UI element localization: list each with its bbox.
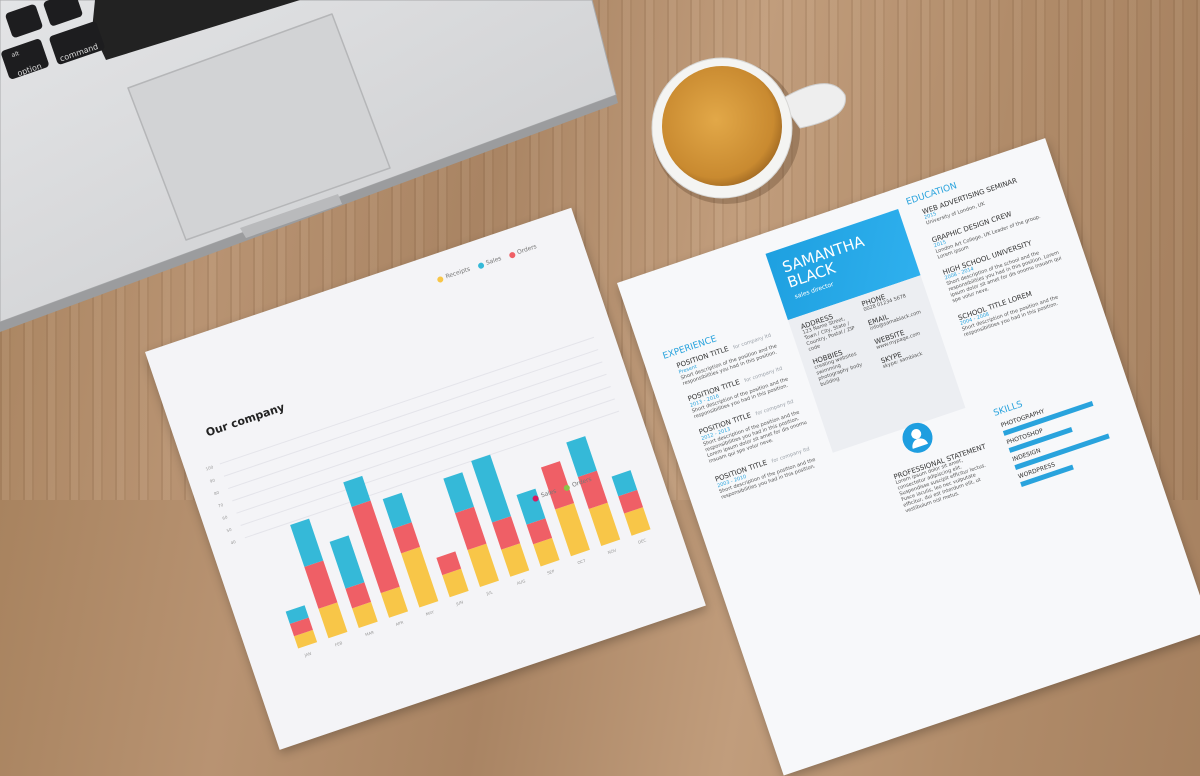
y-tick-label: 60 [222, 514, 229, 521]
x-tick-label: JUN [454, 599, 463, 606]
x-tick-label: FEB [334, 640, 343, 647]
y-tick-label: 100 [205, 464, 214, 471]
gridline [236, 386, 611, 514]
laptop: option command alt [0, 0, 618, 332]
key-alt: alt [11, 50, 21, 59]
y-tick-label: 90 [209, 477, 216, 484]
bar-sales-aug [471, 454, 511, 523]
x-tick-label: APR [395, 620, 404, 627]
bar-orders-aug [491, 516, 521, 550]
keyboard[interactable]: option command alt [0, 0, 300, 80]
bar-receipts-jul [467, 543, 499, 587]
bar-sales-jul [443, 472, 474, 514]
professional-statement: PROFESSIONAL STATEMENT Lorem ipsum dolor … [892, 442, 987, 515]
bar-orders-feb [304, 560, 338, 609]
bar-orders-nov [577, 470, 608, 510]
x-tick-label: JAN [303, 651, 312, 658]
x-tick-label: MAR [364, 629, 374, 637]
bar-sales-may [382, 492, 412, 529]
bar-sales-mar [329, 535, 365, 589]
bar-receipts-nov [588, 502, 621, 546]
gridline [228, 361, 603, 490]
bar-receipts-aug [501, 543, 530, 577]
x-tick-label: SEP [546, 568, 555, 575]
x-tick-label: OCT [577, 558, 587, 566]
bar-sales-nov [566, 436, 597, 477]
y-tick-label: 80 [213, 490, 220, 497]
bar-receipts-feb [318, 602, 348, 639]
bar-receipts-may [401, 546, 439, 608]
gridline [232, 373, 607, 502]
y-tick-label: 40 [230, 539, 237, 546]
bar-receipts-oct [555, 503, 590, 557]
bar-sales-apr [343, 475, 371, 507]
x-tick-label: DEC [637, 537, 647, 544]
gridline [219, 336, 595, 465]
coffee-cup [651, 57, 846, 204]
x-tick-label: MAY [425, 609, 435, 617]
bar-orders-jul [455, 506, 487, 551]
bar-orders-oct [540, 461, 575, 510]
x-tick-label: AUG [516, 578, 526, 586]
x-tick-label: NOV [607, 547, 617, 555]
y-tick-label: 70 [217, 502, 224, 509]
y-tick-label: 50 [226, 527, 233, 534]
x-tick-label: JUL [485, 589, 494, 596]
gridline [223, 349, 599, 477]
desk-objects: option command alt [0, 0, 846, 332]
bar-sales-dec [611, 470, 638, 497]
trackpad[interactable] [127, 13, 391, 241]
bar-sales-feb [290, 518, 324, 567]
